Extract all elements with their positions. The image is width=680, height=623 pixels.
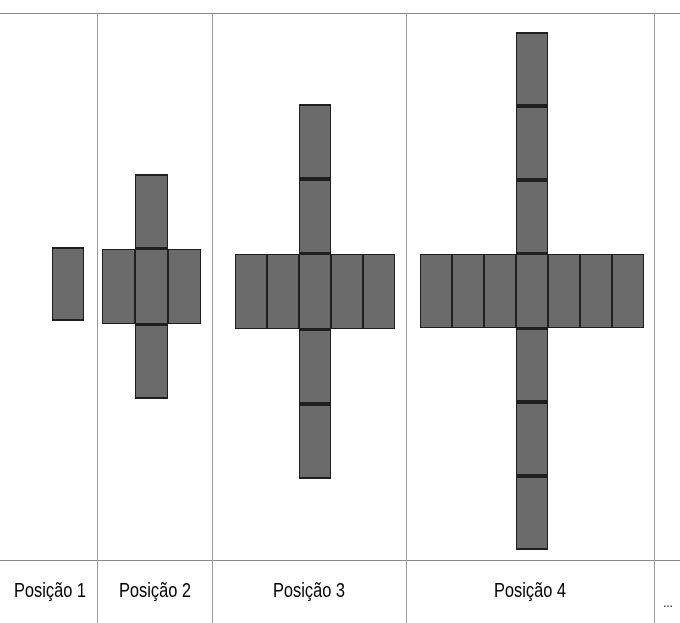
top-border (0, 13, 680, 14)
tile-down-1 (299, 328, 331, 404)
tile-left-1 (101, 248, 135, 324)
tile-up-1 (299, 178, 331, 254)
label-position-2: Posição 2 (118, 579, 192, 602)
tile-left-2 (452, 254, 484, 328)
label-position-4: Posição 4 (493, 579, 567, 602)
tile-left-1 (267, 253, 299, 329)
tile-up-2 (516, 106, 548, 180)
tile-up-3 (516, 32, 548, 106)
tile-left-3 (420, 254, 452, 328)
label-position-3: Posição 3 (272, 579, 346, 602)
figure-position-4 (420, 32, 644, 550)
tile-down-2 (299, 403, 331, 479)
tile-center (134, 248, 168, 324)
column-divider-2 (212, 13, 213, 623)
tile-center (516, 254, 548, 328)
tile-up-1 (134, 173, 168, 249)
tile-up-1 (516, 180, 548, 254)
tile-right-1 (167, 248, 201, 324)
tile-center (52, 247, 84, 321)
figure-position-3 (235, 103, 395, 479)
tile-right-2 (363, 253, 395, 329)
figure-position-1 (52, 247, 84, 321)
column-divider-1 (97, 13, 98, 623)
tile-right-3 (612, 254, 644, 328)
tile-right-1 (548, 254, 580, 328)
tile-right-2 (580, 254, 612, 328)
label-ellipsis: ... (663, 594, 673, 610)
tile-down-1 (134, 323, 168, 399)
tile-left-1 (484, 254, 516, 328)
tile-up-2 (299, 103, 331, 179)
tile-left-2 (235, 253, 267, 329)
tile-center (299, 253, 331, 329)
label-position-1: Posição 1 (13, 579, 87, 602)
tile-down-2 (516, 402, 548, 476)
label-row-divider (0, 560, 680, 561)
column-divider-4 (654, 13, 655, 623)
tile-down-1 (516, 328, 548, 402)
tile-right-1 (331, 253, 363, 329)
column-divider-3 (406, 13, 407, 623)
figure-position-2 (101, 173, 201, 399)
tile-down-3 (516, 476, 548, 550)
